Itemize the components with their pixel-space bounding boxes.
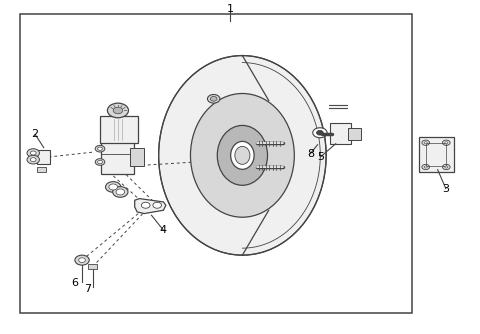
- Circle shape: [445, 166, 448, 168]
- Circle shape: [207, 95, 220, 103]
- Circle shape: [422, 164, 430, 170]
- FancyBboxPatch shape: [37, 150, 49, 164]
- Circle shape: [75, 255, 89, 265]
- Circle shape: [422, 140, 430, 145]
- Circle shape: [97, 147, 102, 150]
- Circle shape: [443, 164, 450, 170]
- Circle shape: [313, 128, 327, 138]
- Text: 3: 3: [442, 184, 449, 194]
- Circle shape: [113, 187, 128, 197]
- Ellipse shape: [223, 101, 315, 210]
- FancyBboxPatch shape: [101, 140, 134, 174]
- Circle shape: [210, 97, 217, 101]
- Circle shape: [30, 158, 36, 162]
- FancyBboxPatch shape: [348, 128, 360, 140]
- FancyBboxPatch shape: [99, 116, 138, 143]
- Circle shape: [142, 202, 150, 208]
- Circle shape: [106, 182, 121, 192]
- Circle shape: [108, 103, 129, 118]
- Circle shape: [95, 159, 105, 165]
- Text: 6: 6: [72, 278, 78, 288]
- Circle shape: [109, 184, 118, 190]
- Circle shape: [30, 151, 36, 155]
- Text: 4: 4: [160, 225, 167, 235]
- Text: 2: 2: [32, 129, 39, 139]
- FancyBboxPatch shape: [330, 124, 350, 144]
- Text: 8: 8: [307, 149, 314, 159]
- Circle shape: [153, 202, 161, 208]
- Bar: [20, 14, 412, 313]
- FancyBboxPatch shape: [88, 264, 97, 270]
- Circle shape: [27, 149, 39, 157]
- Ellipse shape: [191, 94, 294, 217]
- Ellipse shape: [158, 55, 326, 255]
- Text: 5: 5: [317, 152, 324, 162]
- Circle shape: [97, 160, 102, 164]
- FancyBboxPatch shape: [419, 137, 454, 172]
- Polygon shape: [135, 199, 166, 213]
- Circle shape: [116, 189, 125, 195]
- Circle shape: [95, 145, 105, 152]
- Circle shape: [443, 140, 450, 145]
- Circle shape: [79, 258, 85, 263]
- Ellipse shape: [231, 141, 254, 169]
- Text: 7: 7: [84, 284, 91, 294]
- Text: 1: 1: [227, 4, 234, 14]
- Circle shape: [424, 166, 427, 168]
- Circle shape: [424, 142, 427, 144]
- Circle shape: [445, 142, 448, 144]
- Circle shape: [27, 155, 39, 164]
- Circle shape: [113, 107, 123, 114]
- Ellipse shape: [217, 126, 267, 185]
- Circle shape: [317, 130, 323, 135]
- Ellipse shape: [235, 146, 250, 164]
- FancyBboxPatch shape: [130, 148, 144, 166]
- FancyBboxPatch shape: [36, 167, 46, 172]
